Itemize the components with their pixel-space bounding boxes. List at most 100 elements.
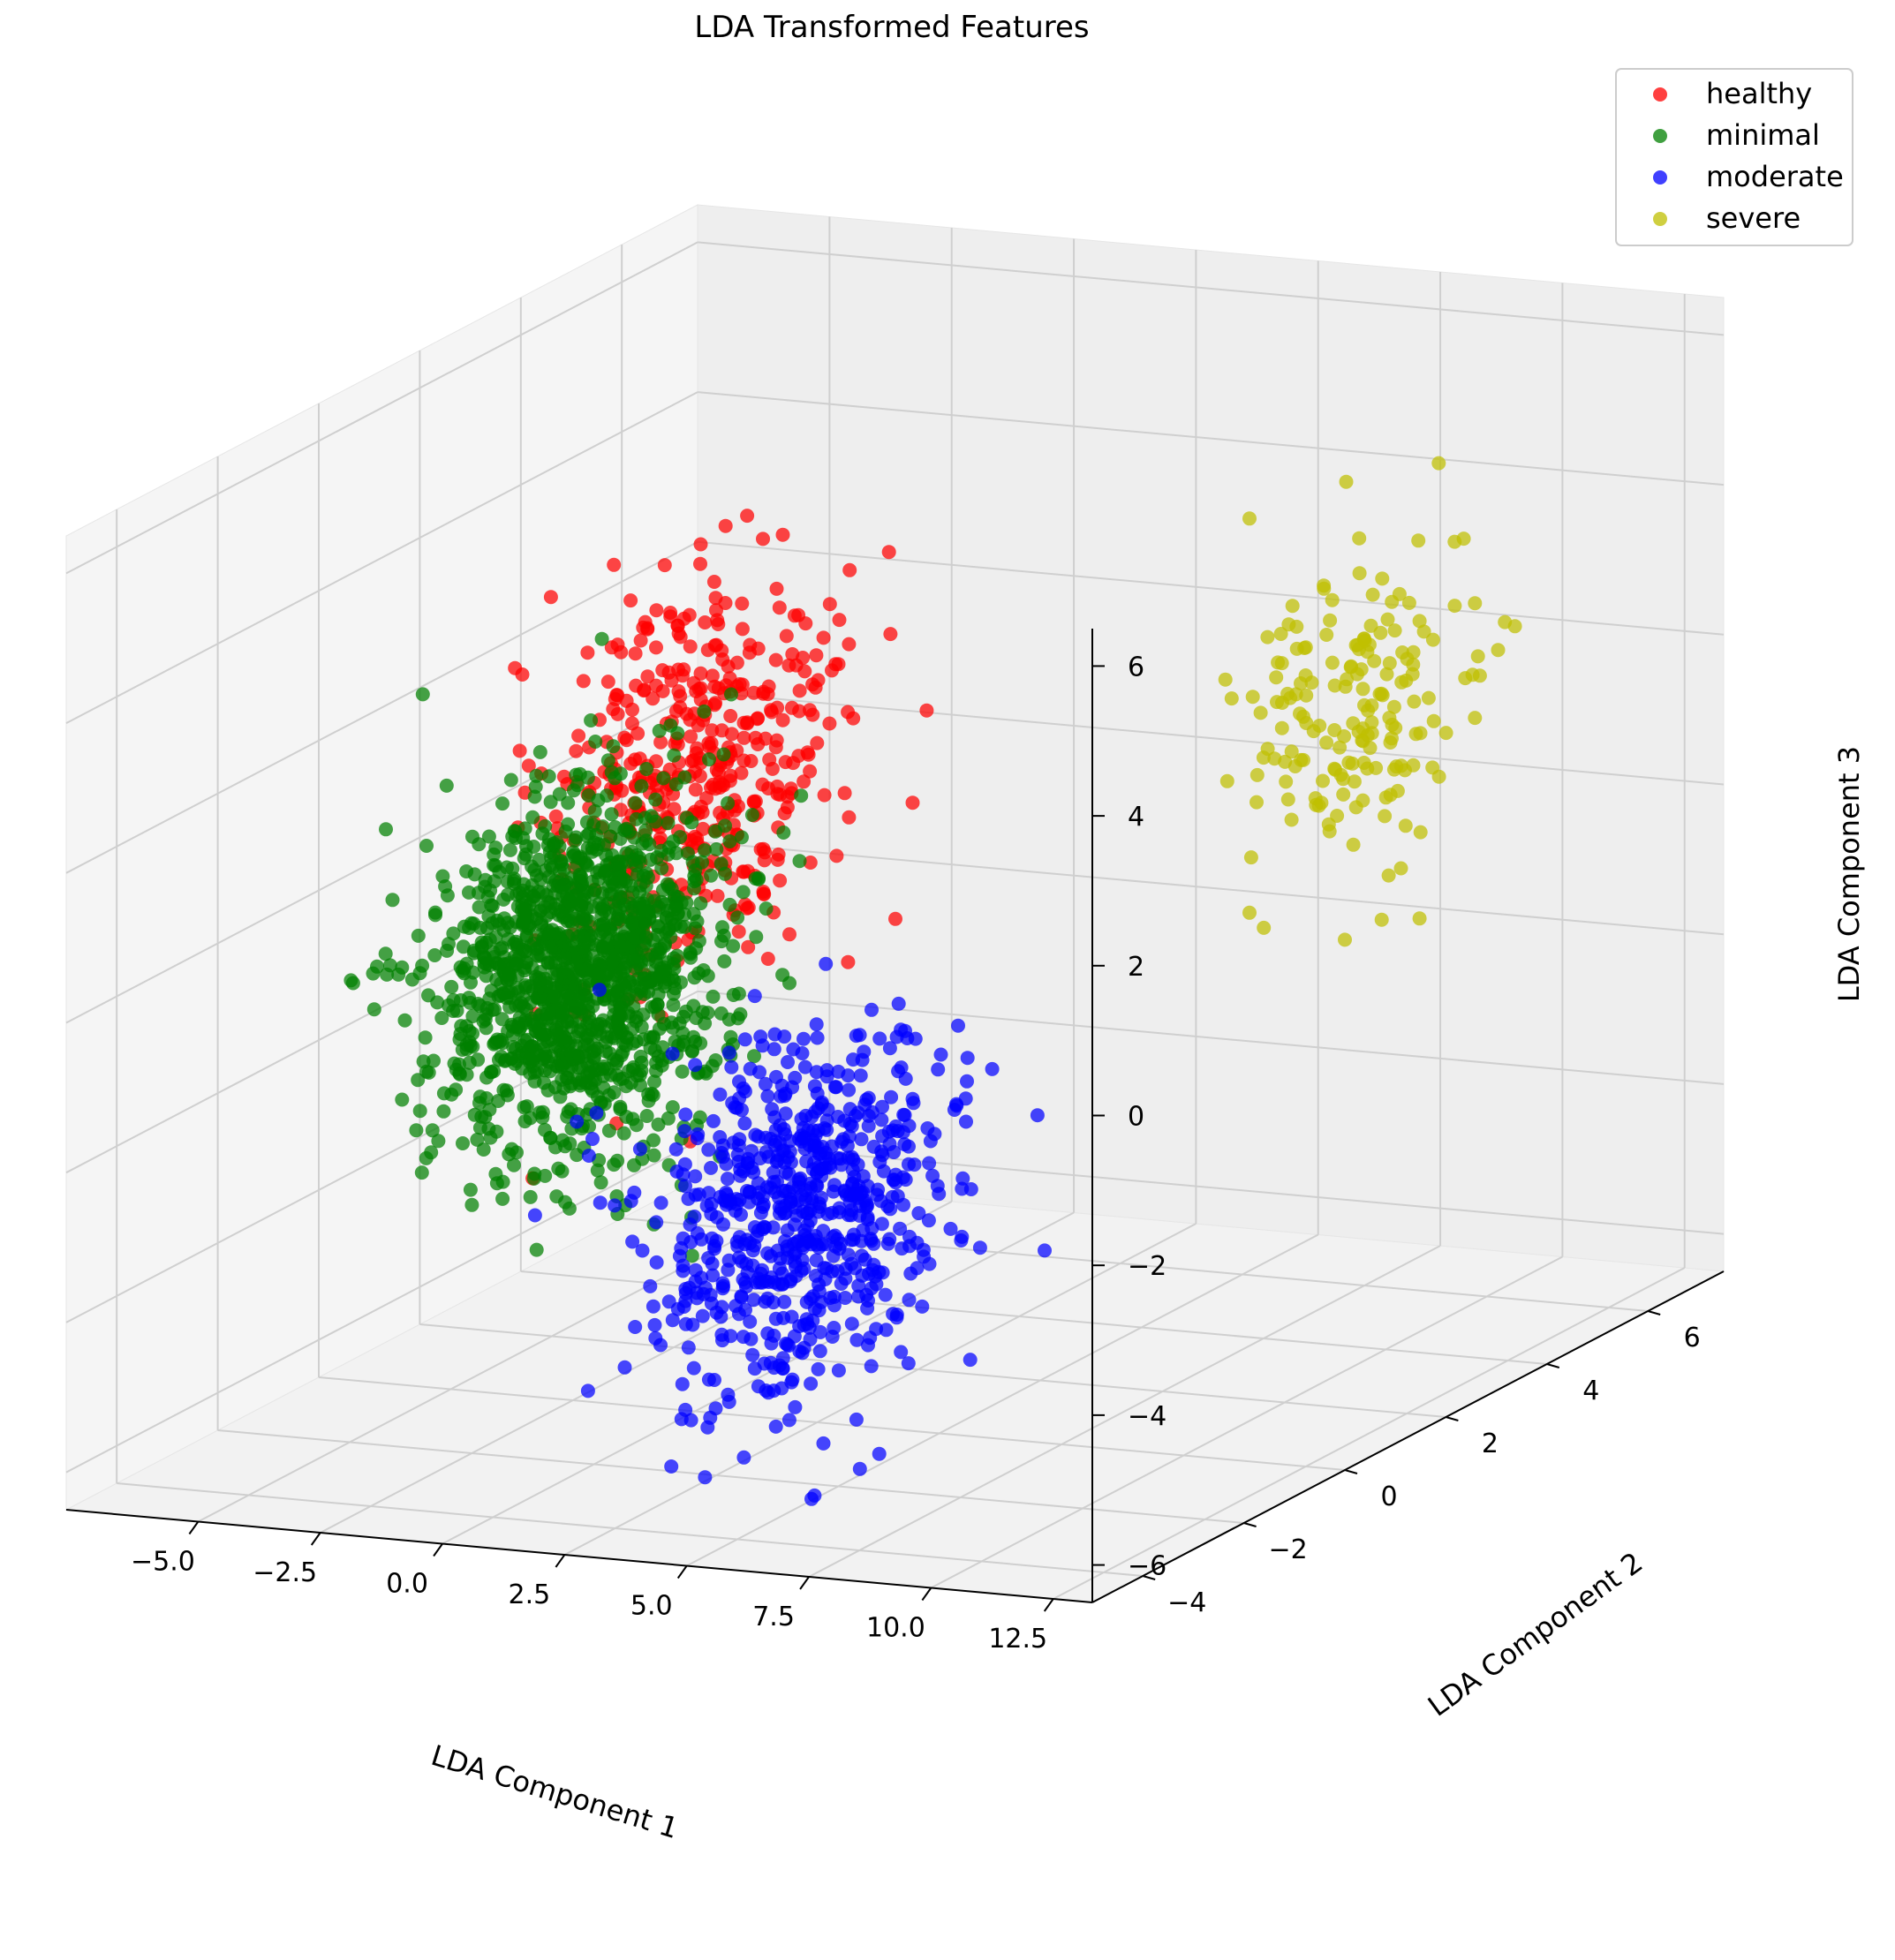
point-minimal bbox=[647, 1043, 662, 1058]
point-moderate bbox=[778, 1165, 793, 1180]
z-grid-back-6 bbox=[697, 241, 1725, 336]
point-moderate bbox=[894, 1345, 909, 1360]
point-minimal bbox=[517, 963, 532, 978]
point-moderate bbox=[766, 1295, 781, 1310]
point-minimal bbox=[572, 766, 587, 781]
z-grid-side-0 bbox=[65, 1140, 698, 1474]
point-minimal bbox=[572, 867, 587, 882]
point-healthy bbox=[691, 682, 706, 697]
point-minimal bbox=[538, 1047, 553, 1062]
point-moderate bbox=[794, 1263, 809, 1278]
point-minimal bbox=[550, 1038, 565, 1053]
point-healthy bbox=[705, 723, 720, 738]
point-moderate bbox=[723, 1329, 738, 1344]
point-healthy bbox=[628, 752, 642, 767]
point-minimal bbox=[747, 1049, 761, 1064]
point-moderate bbox=[752, 1151, 767, 1165]
point-healthy bbox=[746, 685, 761, 700]
point-minimal bbox=[481, 908, 496, 923]
point-minimal bbox=[539, 1012, 554, 1027]
point-moderate bbox=[677, 1124, 692, 1139]
point-moderate bbox=[893, 1221, 908, 1236]
point-severe bbox=[1249, 767, 1265, 782]
point-moderate bbox=[844, 1233, 858, 1248]
point-minimal bbox=[581, 788, 596, 803]
point-minimal bbox=[708, 1053, 723, 1067]
point-severe bbox=[1306, 724, 1321, 739]
point-moderate bbox=[849, 1412, 864, 1427]
x-grid-floor-6 bbox=[930, 1255, 1563, 1589]
point-moderate bbox=[908, 1031, 923, 1046]
x-tick-4 bbox=[676, 1564, 688, 1579]
point-moderate bbox=[733, 1162, 748, 1177]
point-healthy bbox=[548, 809, 563, 824]
point-healthy bbox=[693, 666, 708, 681]
point-healthy bbox=[787, 608, 802, 623]
point-moderate bbox=[820, 1207, 835, 1222]
point-moderate bbox=[897, 1137, 912, 1152]
point-moderate bbox=[872, 1264, 887, 1279]
point-healthy bbox=[808, 680, 823, 695]
point-minimal bbox=[562, 998, 578, 1013]
point-moderate bbox=[828, 1080, 843, 1095]
x-tick-6 bbox=[921, 1587, 932, 1602]
point-healthy bbox=[705, 668, 720, 683]
point-minimal bbox=[562, 1079, 578, 1094]
point-minimal bbox=[736, 885, 751, 900]
point-moderate bbox=[811, 1140, 826, 1155]
point-severe bbox=[1413, 726, 1428, 741]
point-moderate bbox=[730, 1147, 745, 1162]
point-severe bbox=[1405, 667, 1420, 682]
point-severe bbox=[1382, 656, 1397, 671]
point-severe bbox=[1299, 688, 1314, 703]
point-severe bbox=[1355, 682, 1370, 697]
x-grid-floor-7 bbox=[1053, 1267, 1686, 1600]
point-severe bbox=[1395, 645, 1410, 660]
point-moderate bbox=[736, 1450, 751, 1465]
y-tick-label-3: 2 bbox=[1482, 1429, 1499, 1459]
point-moderate bbox=[830, 1263, 845, 1278]
point-severe bbox=[1406, 645, 1421, 660]
point-minimal bbox=[639, 1109, 654, 1123]
point-minimal bbox=[562, 970, 577, 985]
point-severe bbox=[1393, 861, 1408, 876]
point-severe bbox=[1406, 758, 1421, 773]
point-moderate bbox=[807, 1079, 822, 1094]
point-moderate bbox=[713, 1130, 728, 1144]
point-moderate bbox=[864, 1281, 879, 1296]
point-severe bbox=[1387, 623, 1402, 638]
point-moderate bbox=[831, 1363, 846, 1378]
point-moderate bbox=[864, 1359, 879, 1374]
point-moderate bbox=[676, 1167, 691, 1182]
point-severe bbox=[1327, 678, 1342, 693]
point-healthy bbox=[619, 733, 634, 748]
point-minimal bbox=[397, 1013, 412, 1028]
point-healthy bbox=[668, 704, 683, 719]
point-minimal bbox=[597, 1059, 611, 1074]
point-severe bbox=[1385, 594, 1400, 609]
point-minimal bbox=[595, 917, 610, 932]
point-moderate bbox=[860, 1210, 875, 1225]
point-healthy bbox=[803, 764, 818, 779]
point-severe bbox=[1319, 735, 1334, 750]
point-healthy bbox=[664, 673, 679, 688]
point-healthy bbox=[569, 743, 584, 758]
point-healthy bbox=[842, 810, 857, 825]
point-minimal bbox=[484, 984, 499, 999]
point-minimal bbox=[600, 753, 615, 768]
point-moderate bbox=[815, 1162, 830, 1176]
point-minimal bbox=[419, 839, 434, 853]
point-minimal bbox=[654, 1053, 669, 1067]
point-moderate bbox=[804, 1191, 819, 1206]
point-minimal bbox=[587, 883, 602, 898]
point-moderate bbox=[724, 1059, 739, 1074]
point-moderate bbox=[772, 1190, 786, 1205]
legend-marker-moderate bbox=[1653, 170, 1667, 185]
point-minimal bbox=[470, 1132, 485, 1147]
point-moderate bbox=[872, 1031, 887, 1046]
point-minimal bbox=[563, 894, 578, 909]
point-minimal bbox=[573, 1022, 588, 1037]
point-healthy bbox=[905, 795, 920, 810]
point-minimal bbox=[692, 1110, 707, 1125]
point-healthy bbox=[646, 691, 661, 706]
